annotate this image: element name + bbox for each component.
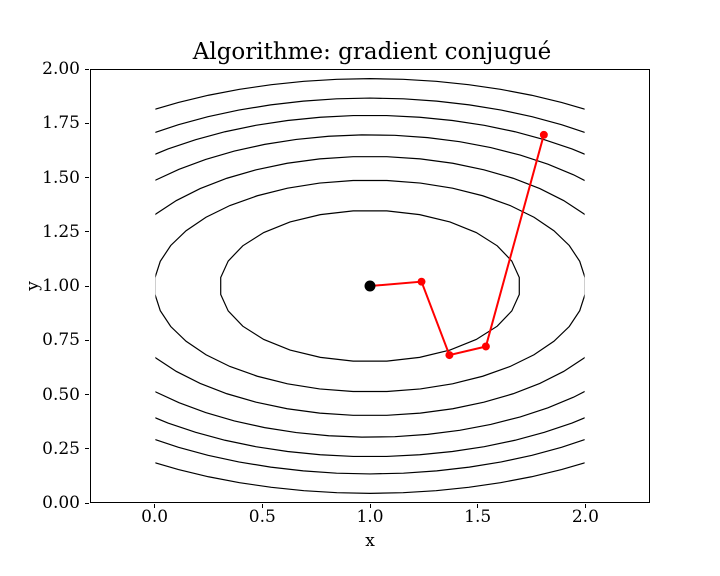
contour-plot-canvas	[91, 70, 649, 502]
x-tick-mark	[261, 504, 263, 508]
contour-line	[91, 98, 649, 474]
x-tick-mark	[154, 504, 156, 508]
y-tick-mark	[85, 231, 89, 233]
contour-line	[91, 135, 649, 437]
y-tick-mark	[85, 339, 89, 341]
y-tick-mark	[85, 68, 89, 70]
contour-line	[113, 157, 627, 416]
y-tick-label: 1.25	[42, 221, 80, 242]
contour-line	[221, 211, 520, 361]
y-tick-mark	[85, 122, 89, 124]
minimum-dot	[364, 280, 376, 292]
y-tick-mark	[85, 448, 89, 450]
x-tick-mark	[584, 504, 586, 508]
y-tick-label: 0.50	[42, 384, 80, 405]
contour-line	[91, 79, 649, 494]
plot-area	[90, 69, 650, 503]
y-tick-mark	[85, 285, 89, 287]
contour-line	[155, 180, 585, 391]
y-tick-label: 1.00	[42, 276, 80, 296]
descent-path-marker	[417, 277, 426, 286]
x-tick-label: 1.0	[356, 507, 384, 527]
x-tick-label: 2.0	[571, 507, 599, 527]
descent-path-line	[370, 135, 544, 355]
x-tick-label: 0.0	[141, 507, 169, 527]
y-tick-label: 0.75	[42, 330, 80, 351]
y-axis-label: y	[23, 281, 43, 291]
y-tick-mark	[85, 177, 89, 178]
y-tick-label: 0.00	[42, 493, 80, 513]
descent-path-marker	[539, 130, 548, 139]
x-tick-label: 1.5	[464, 507, 492, 527]
x-tick-mark	[477, 504, 479, 508]
descent-path-marker	[481, 342, 490, 351]
x-tick-label: 0.5	[248, 507, 276, 527]
contour-line	[91, 116, 649, 457]
y-tick-mark	[85, 394, 89, 395]
y-tick-mark	[85, 502, 89, 504]
y-tick-label: 1.75	[42, 113, 80, 134]
y-tick-label: 0.25	[42, 438, 80, 459]
y-tick-label: 1.50	[42, 167, 80, 188]
x-axis-label: x	[365, 531, 375, 551]
y-tick-label: 2.00	[42, 59, 80, 79]
descent-path-marker	[445, 351, 454, 360]
chart-title: Algorithme: gradient conjugué	[192, 39, 552, 65]
x-tick-mark	[369, 504, 371, 508]
